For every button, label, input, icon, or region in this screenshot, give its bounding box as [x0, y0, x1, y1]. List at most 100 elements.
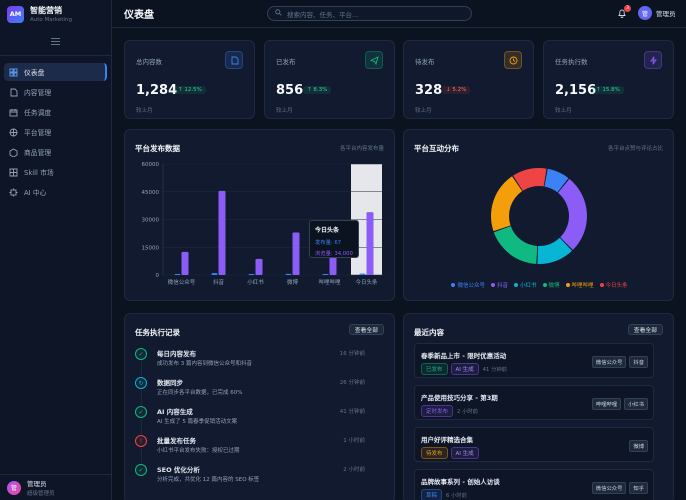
status-badge: 已发布	[421, 363, 448, 375]
sidebar-item-0[interactable]: 仪表盘	[4, 63, 107, 81]
sidebar-item-label: 任务调度	[24, 109, 52, 117]
sidebar-item-6[interactable]: AI 中心	[4, 183, 107, 201]
content-item[interactable]: 产品使用技巧分享 - 第3期 定时发布 2 小时前 哔哩哔哩 小红书	[414, 385, 654, 420]
stat-card-1[interactable]: 已发布 856 ↑ 8.3% 较上月	[264, 40, 395, 119]
sidebar-item-label: 平台管理	[24, 129, 52, 137]
box-icon	[9, 147, 18, 157]
task-row[interactable]: ✓ 每日内容发布 成功发布 3 篇内容到微信公众号和抖音 16 分钟前	[135, 347, 365, 377]
task-status-running-icon: ↻	[135, 377, 147, 389]
legend-item[interactable]: 微信公众号	[451, 281, 485, 289]
sidebar-item-2[interactable]: 任务调度	[4, 103, 107, 121]
task-status-success-icon: ✓	[135, 464, 147, 476]
collapse-sidebar-icon[interactable]	[49, 36, 63, 47]
legend-swatch	[490, 283, 495, 287]
content-platforms: 微信公众号 抖音	[589, 356, 648, 368]
x-tick-label: 今日头条	[355, 278, 378, 286]
content-title: 品牌故事系列 - 创始人访谈	[421, 478, 500, 486]
stat-label: 任务执行数	[555, 58, 588, 66]
legend-item[interactable]: 小红书	[513, 281, 537, 289]
bar-views	[292, 232, 300, 275]
bar-publish	[248, 274, 255, 275]
sidebar-item-label: 商品管理	[24, 149, 52, 157]
timeline-connector	[141, 390, 142, 405]
content-tags: 待发布 AI 生成	[421, 447, 482, 459]
content-item[interactable]: 春季新品上市 - 限时优惠活动 已发布 AI 生成 41 分钟前 微信公众号 抖音	[414, 343, 654, 378]
recent-content-title: 最近内容	[414, 328, 444, 337]
sidebar-item-3[interactable]: 平台管理	[4, 123, 107, 141]
stat-card-3[interactable]: 任务执行数 2,156 ↑ 15.8% 较上月	[543, 40, 674, 119]
stat-footnote: 较上月	[555, 108, 572, 114]
content-platforms: 微信公众号 知乎	[589, 482, 648, 494]
y-tick-label: 0	[156, 273, 160, 279]
task-row[interactable]: ✓ AI 内容生成 AI 生成了 5 篇春季促销活动文案 41 分钟前	[135, 405, 365, 435]
stat-card-0[interactable]: 总内容数 1,284 ↑ 12.5% 较上月	[124, 40, 255, 119]
document-icon	[225, 51, 243, 69]
task-description: 分析完成，共优化 12 篇内容的 SEO 标签	[157, 477, 260, 483]
legend-item[interactable]: 哔哩哔哩	[565, 281, 594, 289]
stat-value: 1,284	[136, 83, 178, 98]
chart-tooltip: 今日头条 发布量: 67 浏览量: 34,000	[309, 220, 359, 258]
sidebar-user[interactable]: 管 管理员 超级管理员	[0, 474, 112, 500]
user-name: 管理员	[27, 480, 47, 488]
x-tick-label: 抖音	[213, 278, 225, 286]
task-title: 数据同步	[157, 379, 183, 387]
sidebar-item-1[interactable]: 内容管理	[4, 83, 107, 101]
platform-tag: 抖音	[629, 356, 648, 368]
bar-publish	[285, 273, 292, 275]
brand[interactable]: AM 智能营销 Auto Marketing	[0, 0, 111, 28]
legend-label: 抖音	[496, 283, 508, 289]
view-all-content-button[interactable]: 查看全部	[627, 324, 663, 335]
x-tick-label: 微博	[287, 278, 299, 286]
clock-icon	[504, 51, 522, 69]
content-title: 用户好评精选合集	[421, 436, 473, 444]
content-item[interactable]: 品牌故事系列 - 创始人访谈 草稿 6 小时前 微信公众号 知乎	[414, 469, 654, 500]
view-all-tasks-button[interactable]: 查看全部	[348, 324, 384, 335]
sidebar-nav: 仪表盘内容管理任务调度平台管理商品管理 Skill 市场 AI 中心	[0, 55, 111, 201]
task-log-panel: 任务执行记录 查看全部 ✓ 每日内容发布 成功发布 3 篇内容到微信公众号和抖音 16…	[124, 313, 395, 500]
legend-label: 微博	[548, 283, 560, 289]
content-time: 2 小时前	[457, 409, 478, 415]
bar-views	[366, 212, 374, 275]
content-item[interactable]: 用户好评精选合集待发布 AI 生成 微博	[414, 427, 654, 462]
x-tick-label: 微信公众号	[168, 278, 196, 286]
sidebar-item-5[interactable]: Skill 市场	[4, 163, 107, 181]
ai-badge: AI 生成	[450, 363, 479, 375]
legend-label: 今日头条	[605, 283, 628, 289]
legend-item[interactable]: 抖音	[490, 281, 508, 289]
status-badge: 待发布	[421, 447, 448, 459]
task-status-success-icon: ✓	[135, 348, 147, 360]
legend-item[interactable]: 微博	[542, 281, 560, 289]
legend-swatch	[542, 283, 547, 287]
task-row[interactable]: ↻ 数据同步 正在同步各平台数据，已完成 60% 26 分钟前	[135, 376, 365, 406]
legend-swatch	[513, 283, 518, 287]
x-tick-label: 哔哩哔哩	[318, 278, 341, 286]
sidebar-item-4[interactable]: 商品管理	[4, 143, 107, 161]
platform-tag: 哔哩哔哩	[591, 398, 622, 410]
task-description: 正在同步各平台数据，已完成 60%	[157, 390, 243, 396]
stat-change-badge: ↓ 5.2%	[442, 86, 471, 94]
interaction-chart-note: 各平台点赞与评论占比	[607, 146, 663, 152]
legend-item[interactable]: 今日头条	[599, 281, 628, 289]
content-title: 产品使用技巧分享 - 第3期	[421, 394, 498, 402]
y-tick-label: 45000	[142, 190, 160, 196]
stat-footnote: 较上月	[136, 108, 153, 114]
donut-slice	[491, 176, 523, 232]
header-user[interactable]: 管 管理员	[638, 6, 676, 20]
content-time: 6 小时前	[446, 493, 467, 499]
content-title: 春季新品上市 - 限时优惠活动	[421, 352, 507, 360]
bar-publish	[211, 273, 218, 275]
globe-icon	[9, 128, 18, 137]
task-row[interactable]: ✓ SEO 优化分析 分析完成，共优化 12 篇内容的 SEO 标签 2 小时前	[135, 463, 365, 493]
content-platforms: 哔哩哔哩 小红书	[589, 398, 648, 410]
bell-icon[interactable]: 3	[617, 5, 631, 18]
task-title: AI 内容生成	[157, 408, 193, 416]
search-input[interactable]: 搜索内容、任务、平台...	[267, 6, 472, 21]
stat-change-badge: ↑ 8.3%	[303, 86, 332, 94]
timeline-connector	[141, 361, 142, 376]
page-title: 仪表盘	[124, 10, 154, 21]
stat-card-2[interactable]: 待发布 328 ↓ 5.2% 较上月	[403, 40, 534, 119]
task-row[interactable]: ! 批量发布任务 小红书平台发布失败：授权已过期 1 小时前	[135, 434, 365, 464]
platform-tag: 微博	[629, 440, 648, 452]
stat-value: 856	[276, 83, 304, 98]
task-title: 批量发布任务	[157, 437, 196, 445]
